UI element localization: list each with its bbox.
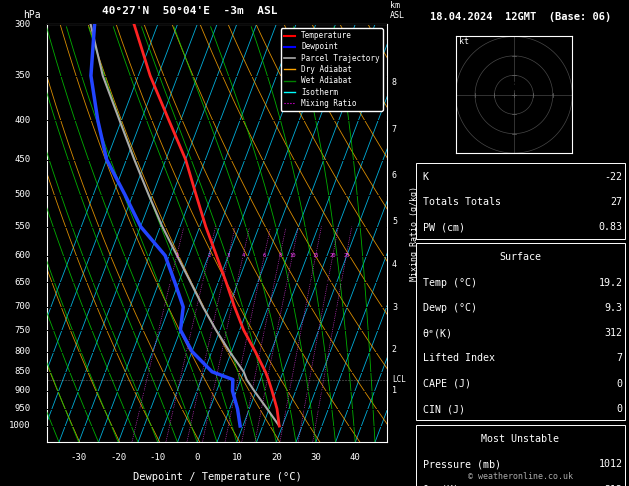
Bar <box>416 425 625 486</box>
Bar <box>416 243 625 420</box>
Text: 850: 850 <box>14 367 30 376</box>
Text: 312: 312 <box>604 328 623 338</box>
Text: Surface: Surface <box>499 252 542 262</box>
Text: 10: 10 <box>231 453 242 462</box>
Bar <box>416 163 625 239</box>
Text: 2: 2 <box>392 345 397 354</box>
Text: θᵉ (K): θᵉ (K) <box>423 485 459 486</box>
Text: © weatheronline.co.uk: © weatheronline.co.uk <box>468 472 573 481</box>
Text: 1: 1 <box>392 386 397 395</box>
Text: 10: 10 <box>289 253 296 258</box>
Text: 1000: 1000 <box>9 421 30 431</box>
Text: 450: 450 <box>14 155 30 164</box>
Text: 2: 2 <box>207 253 210 258</box>
Text: 5: 5 <box>392 217 397 226</box>
Text: 550: 550 <box>14 222 30 231</box>
Text: 19.2: 19.2 <box>598 278 623 288</box>
Text: 6: 6 <box>263 253 266 258</box>
Text: Dewp (°C): Dewp (°C) <box>423 303 477 313</box>
Text: 312: 312 <box>604 485 623 486</box>
Text: 8: 8 <box>392 78 397 87</box>
Text: 950: 950 <box>14 404 30 414</box>
Text: 40°27'N  50°04'E  -3m  ASL: 40°27'N 50°04'E -3m ASL <box>102 6 277 16</box>
Text: 1: 1 <box>175 253 179 258</box>
Text: Mixing Ratio (g/kg): Mixing Ratio (g/kg) <box>409 186 418 281</box>
Text: kt: kt <box>459 37 469 46</box>
Text: LCL: LCL <box>392 375 406 384</box>
Text: 1012: 1012 <box>598 459 623 469</box>
Text: 3: 3 <box>227 253 230 258</box>
Text: 7: 7 <box>392 125 397 134</box>
Text: -30: -30 <box>70 453 87 462</box>
Text: 0: 0 <box>194 453 200 462</box>
Text: 18.04.2024  12GMT  (Base: 06): 18.04.2024 12GMT (Base: 06) <box>430 12 611 22</box>
Text: 700: 700 <box>14 302 30 312</box>
Text: 27: 27 <box>611 197 623 207</box>
Text: 6: 6 <box>392 171 397 180</box>
Text: PW (cm): PW (cm) <box>423 222 465 232</box>
Text: 0: 0 <box>616 379 623 389</box>
Text: -10: -10 <box>150 453 166 462</box>
Text: Lifted Index: Lifted Index <box>423 353 495 364</box>
Text: Temp (°C): Temp (°C) <box>423 278 477 288</box>
Text: 0.83: 0.83 <box>598 222 623 232</box>
Text: -22: -22 <box>604 172 623 182</box>
Text: 800: 800 <box>14 347 30 356</box>
Text: 500: 500 <box>14 190 30 199</box>
Text: 400: 400 <box>14 116 30 125</box>
Text: 4: 4 <box>242 253 245 258</box>
Text: 0: 0 <box>616 404 623 414</box>
Text: θᵉ(K): θᵉ(K) <box>423 328 453 338</box>
Text: Totals Totals: Totals Totals <box>423 197 501 207</box>
Text: K: K <box>423 172 429 182</box>
Text: 650: 650 <box>14 278 30 287</box>
Legend: Temperature, Dewpoint, Parcel Trajectory, Dry Adiabat, Wet Adiabat, Isotherm, Mi: Temperature, Dewpoint, Parcel Trajectory… <box>281 28 383 111</box>
Text: 750: 750 <box>14 326 30 334</box>
Text: Pressure (mb): Pressure (mb) <box>423 459 501 469</box>
Text: 20: 20 <box>271 453 282 462</box>
Text: 9.3: 9.3 <box>604 303 623 313</box>
Text: Most Unstable: Most Unstable <box>481 434 560 444</box>
Text: 4: 4 <box>392 260 397 269</box>
Text: 30: 30 <box>310 453 321 462</box>
Text: Dewpoint / Temperature (°C): Dewpoint / Temperature (°C) <box>133 471 301 482</box>
Text: 600: 600 <box>14 251 30 260</box>
Text: km
ASL: km ASL <box>390 0 405 20</box>
Text: 25: 25 <box>343 253 350 258</box>
Text: -20: -20 <box>110 453 126 462</box>
Text: 900: 900 <box>14 386 30 395</box>
Text: CAPE (J): CAPE (J) <box>423 379 471 389</box>
Text: 15: 15 <box>313 253 319 258</box>
Text: hPa: hPa <box>23 10 41 20</box>
Text: 20: 20 <box>330 253 336 258</box>
Text: 300: 300 <box>14 20 30 29</box>
Text: 3: 3 <box>392 303 397 312</box>
Text: 7: 7 <box>616 353 623 364</box>
Text: 40: 40 <box>350 453 360 462</box>
Text: 350: 350 <box>14 71 30 80</box>
Text: 8: 8 <box>279 253 282 258</box>
Text: CIN (J): CIN (J) <box>423 404 465 414</box>
